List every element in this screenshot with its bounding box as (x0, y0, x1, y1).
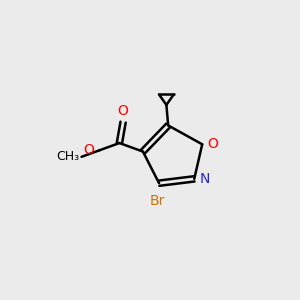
Text: O: O (208, 137, 218, 151)
Text: CH₃: CH₃ (56, 150, 79, 163)
Text: O: O (118, 104, 128, 118)
Text: O: O (83, 143, 94, 157)
Text: Br: Br (150, 194, 165, 208)
Text: N: N (200, 172, 210, 186)
